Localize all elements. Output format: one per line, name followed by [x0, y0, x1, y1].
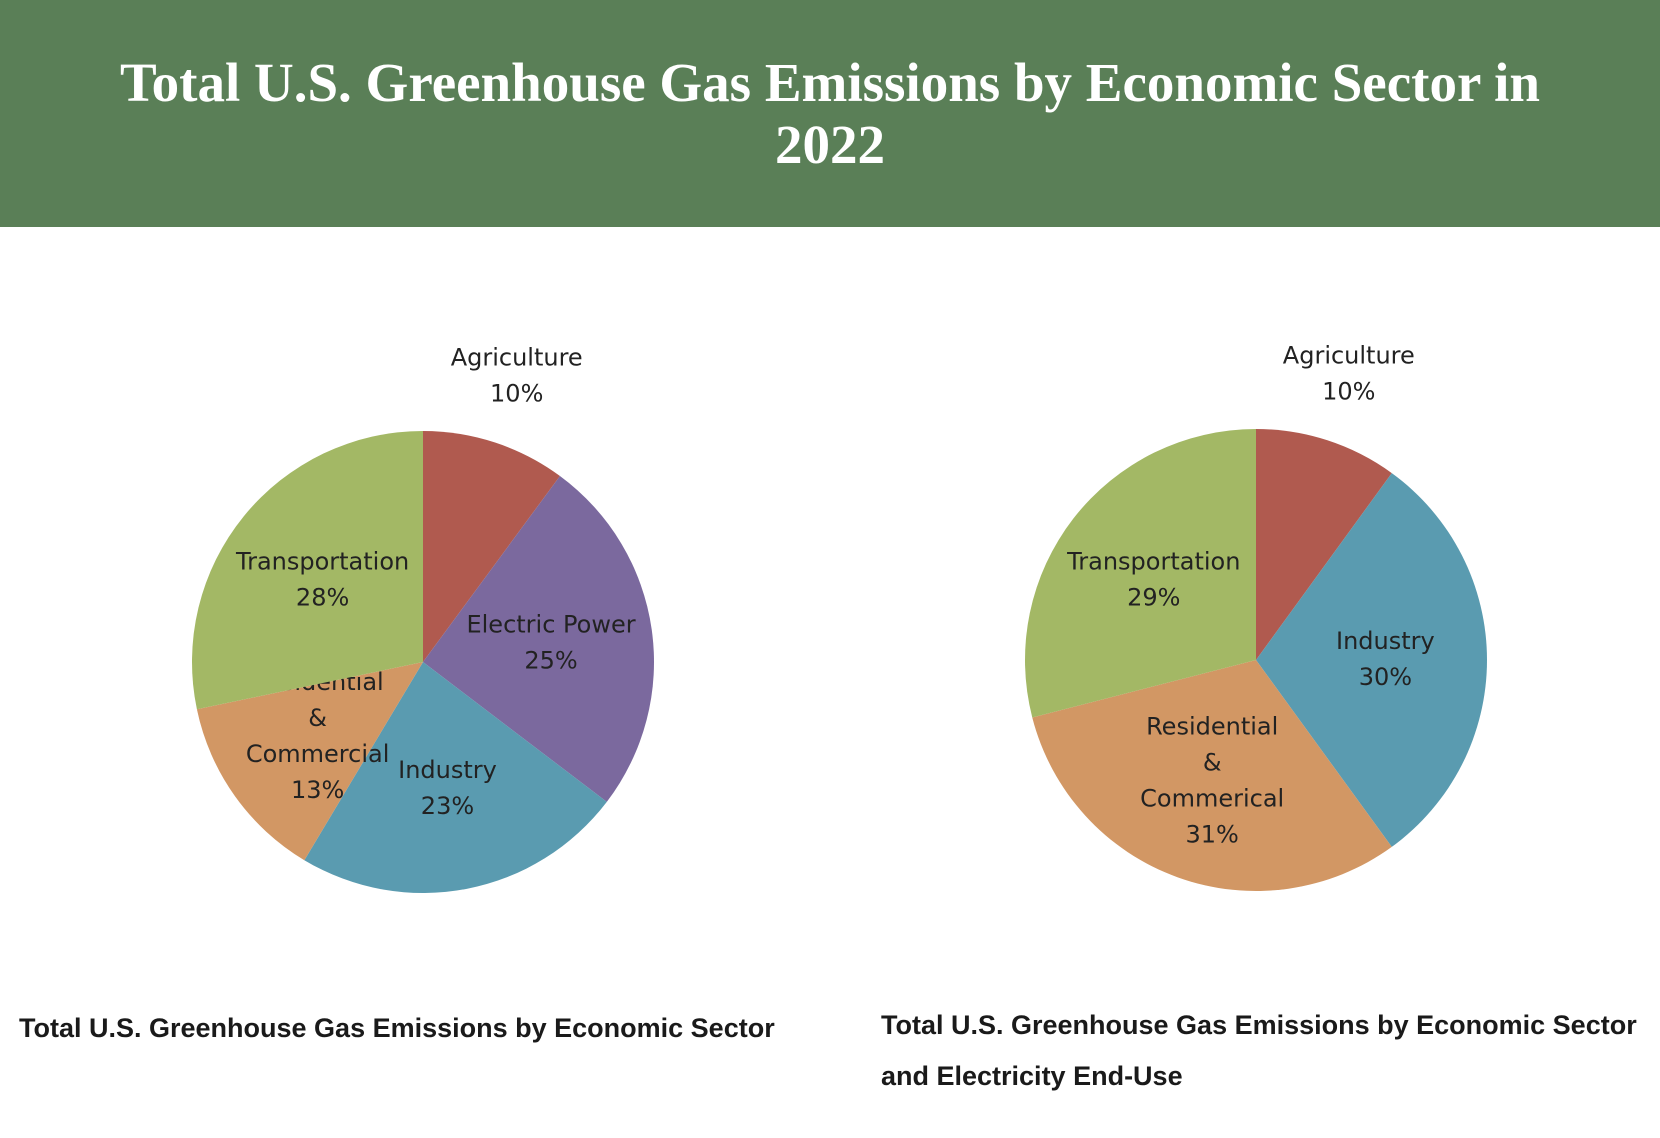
slice-label: Industry [398, 756, 497, 784]
pie-slice [1025, 429, 1256, 718]
slice-value-label: 25% [524, 647, 577, 675]
slice-label: Agriculture [1283, 341, 1415, 369]
slice-label: Agriculture [451, 344, 583, 372]
slice-value-label: 13% [291, 776, 344, 804]
pie-slice [1032, 660, 1392, 891]
header: Total U.S. Greenhouse Gas Emissions by E… [0, 0, 1660, 227]
slice-label: Transportation [235, 547, 409, 575]
pie-slice [304, 662, 607, 893]
slice-value-label: 23% [421, 792, 474, 820]
pie-slice [192, 431, 423, 710]
slice-value-label: 30% [1359, 663, 1412, 691]
pie-slice [1256, 429, 1392, 660]
pie-chart: Agriculture 10% Industry 30% Residential & Com… [1025, 341, 1487, 891]
pie-slice [423, 475, 654, 802]
chart-caption: Total U.S. Greenhouse Gas Emissions by E… [881, 1010, 1637, 1091]
slice-label: Residential & Commerical [1140, 713, 1284, 813]
page-title: Total U.S. Greenhouse Gas Emissions by E… [120, 51, 1540, 175]
slice-value-label: 10% [1322, 377, 1375, 405]
pie-slice [196, 662, 423, 861]
pie-slice [1256, 473, 1487, 847]
slice-label: Industry [1336, 627, 1435, 655]
slice-value-label: 10% [490, 380, 543, 408]
slice-label: Transportation [1066, 548, 1240, 576]
slice-label: Electric Power [466, 611, 635, 639]
slice-value-label: 31% [1186, 821, 1239, 849]
pie-slice [423, 431, 560, 662]
slice-value-label: 28% [296, 583, 349, 611]
slice-value-label: 29% [1127, 584, 1180, 612]
chart-caption: Total U.S. Greenhouse Gas Emissions by E… [19, 1013, 775, 1043]
pie-chart: Agriculture 10% Electric Power 25% Industry 2… [192, 344, 654, 893]
